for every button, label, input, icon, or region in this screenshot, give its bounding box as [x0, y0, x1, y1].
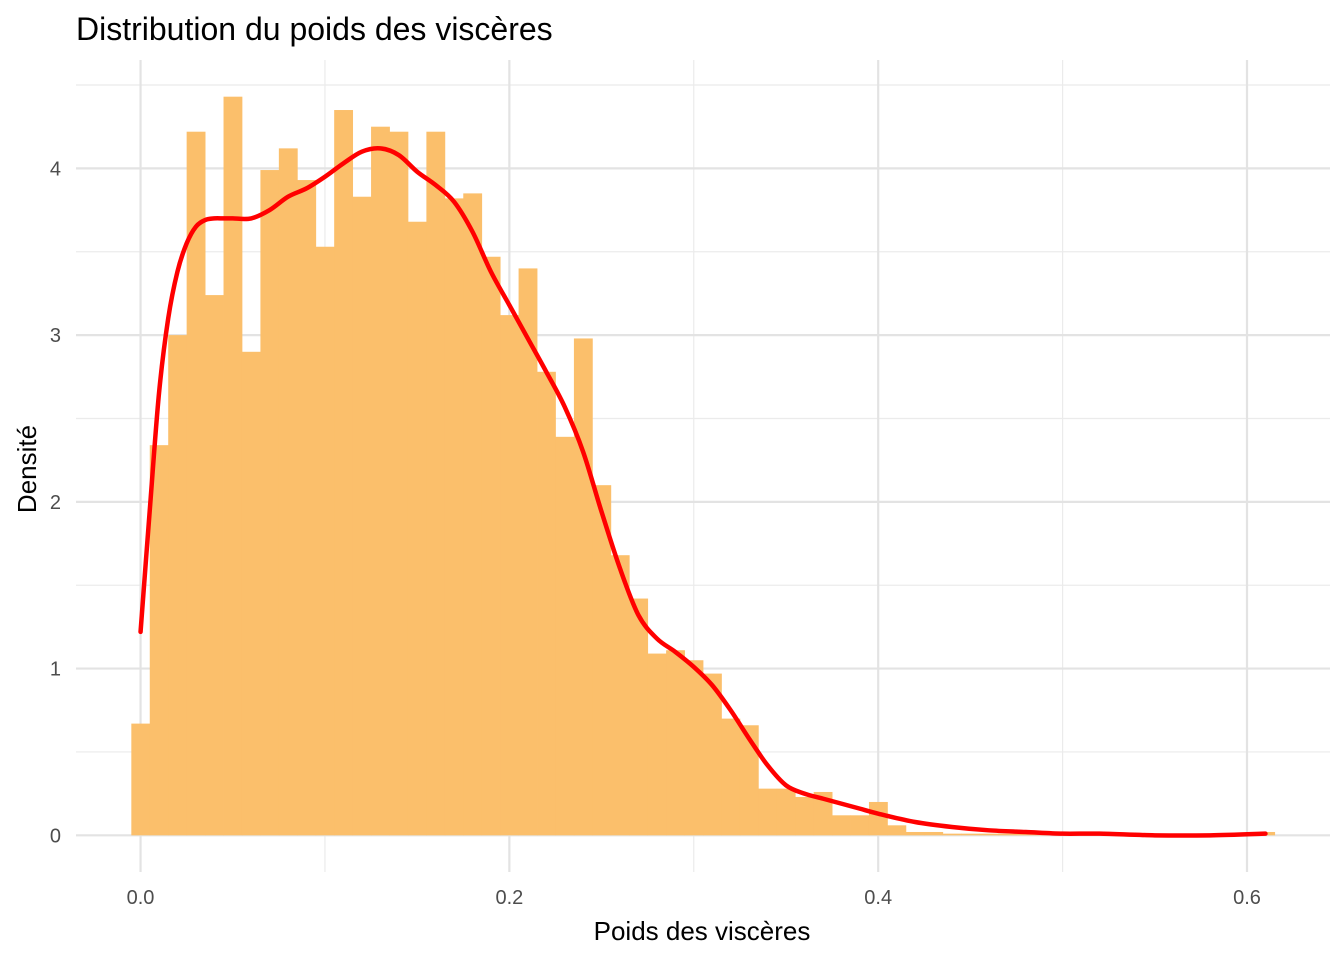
- y-axis-label: Densité: [12, 425, 42, 513]
- y-axis-ticks: 0 1 2 3 4: [50, 158, 61, 847]
- histogram-bar: [887, 825, 907, 836]
- histogram-bar: [832, 815, 851, 836]
- histogram-bar: [500, 315, 519, 836]
- y-tick-label: 4: [50, 158, 61, 180]
- histogram-bar: [610, 555, 630, 836]
- histogram-bar: [260, 170, 280, 836]
- histogram-bar: [739, 725, 759, 836]
- chart-title: Distribution du poids des viscères: [76, 11, 553, 47]
- histogram-bar: [297, 180, 317, 836]
- histogram-bar: [334, 110, 354, 836]
- x-tick-label: 0.2: [495, 887, 523, 909]
- histogram-bar: [813, 791, 833, 836]
- histogram-bar: [592, 485, 612, 836]
- histogram-bar: [998, 833, 1017, 836]
- histogram-bar: [205, 295, 224, 836]
- histogram-bar: [555, 436, 575, 836]
- x-tick-label: 0.0: [127, 887, 155, 909]
- histogram-bar: [241, 351, 261, 836]
- histogram-bar: [795, 796, 815, 836]
- histogram-bar: [666, 650, 685, 836]
- histogram-bar: [518, 268, 538, 836]
- histogram-bar: [149, 445, 169, 836]
- histogram-bar: [924, 831, 944, 836]
- histogram-bar: [168, 335, 188, 836]
- histogram-bar: [463, 193, 483, 836]
- histogram-bar: [721, 718, 741, 836]
- histogram-bar: [131, 723, 151, 836]
- histogram-bar: [371, 126, 390, 836]
- histogram-bar: [407, 221, 427, 836]
- histogram-bar: [758, 788, 778, 836]
- histogram-bar: [537, 371, 556, 836]
- histogram-bar: [315, 246, 335, 836]
- histogram-bar: [186, 131, 206, 836]
- y-tick-label: 1: [50, 659, 61, 681]
- x-axis-label: Poids des viscères: [594, 916, 811, 946]
- histogram-bar: [389, 131, 409, 836]
- y-tick-label: 0: [50, 825, 61, 847]
- histogram-bar: [905, 831, 925, 836]
- x-tick-label: 0.6: [1233, 887, 1261, 909]
- histogram-bar: [979, 833, 999, 836]
- histogram-bar: [426, 131, 446, 836]
- y-tick-label: 2: [50, 492, 61, 514]
- histogram-bar: [647, 653, 667, 836]
- x-tick-label: 0.4: [864, 887, 892, 909]
- histogram-bar: [629, 598, 649, 836]
- histogram-bar: [444, 198, 464, 836]
- histogram-bar: [223, 96, 243, 836]
- density-curve: [138, 146, 1268, 838]
- histogram-bar: [850, 815, 870, 836]
- histogram-bar: [776, 788, 796, 836]
- histogram-bars: [131, 96, 1276, 836]
- histogram-bar: [481, 256, 501, 836]
- y-tick-label: 3: [50, 325, 61, 347]
- x-axis-ticks: 0.0 0.2 0.4 0.6: [127, 887, 1261, 909]
- histogram-bar: [703, 673, 722, 836]
- histogram-bar: [1016, 833, 1036, 836]
- histogram-bar: [868, 801, 888, 836]
- histogram-bar: [278, 148, 298, 836]
- histogram-bar: [684, 660, 704, 836]
- histogram-bar: [961, 833, 981, 836]
- histogram-bar: [573, 338, 593, 836]
- histogram-bar: [942, 833, 962, 836]
- histogram-bar: [352, 196, 372, 836]
